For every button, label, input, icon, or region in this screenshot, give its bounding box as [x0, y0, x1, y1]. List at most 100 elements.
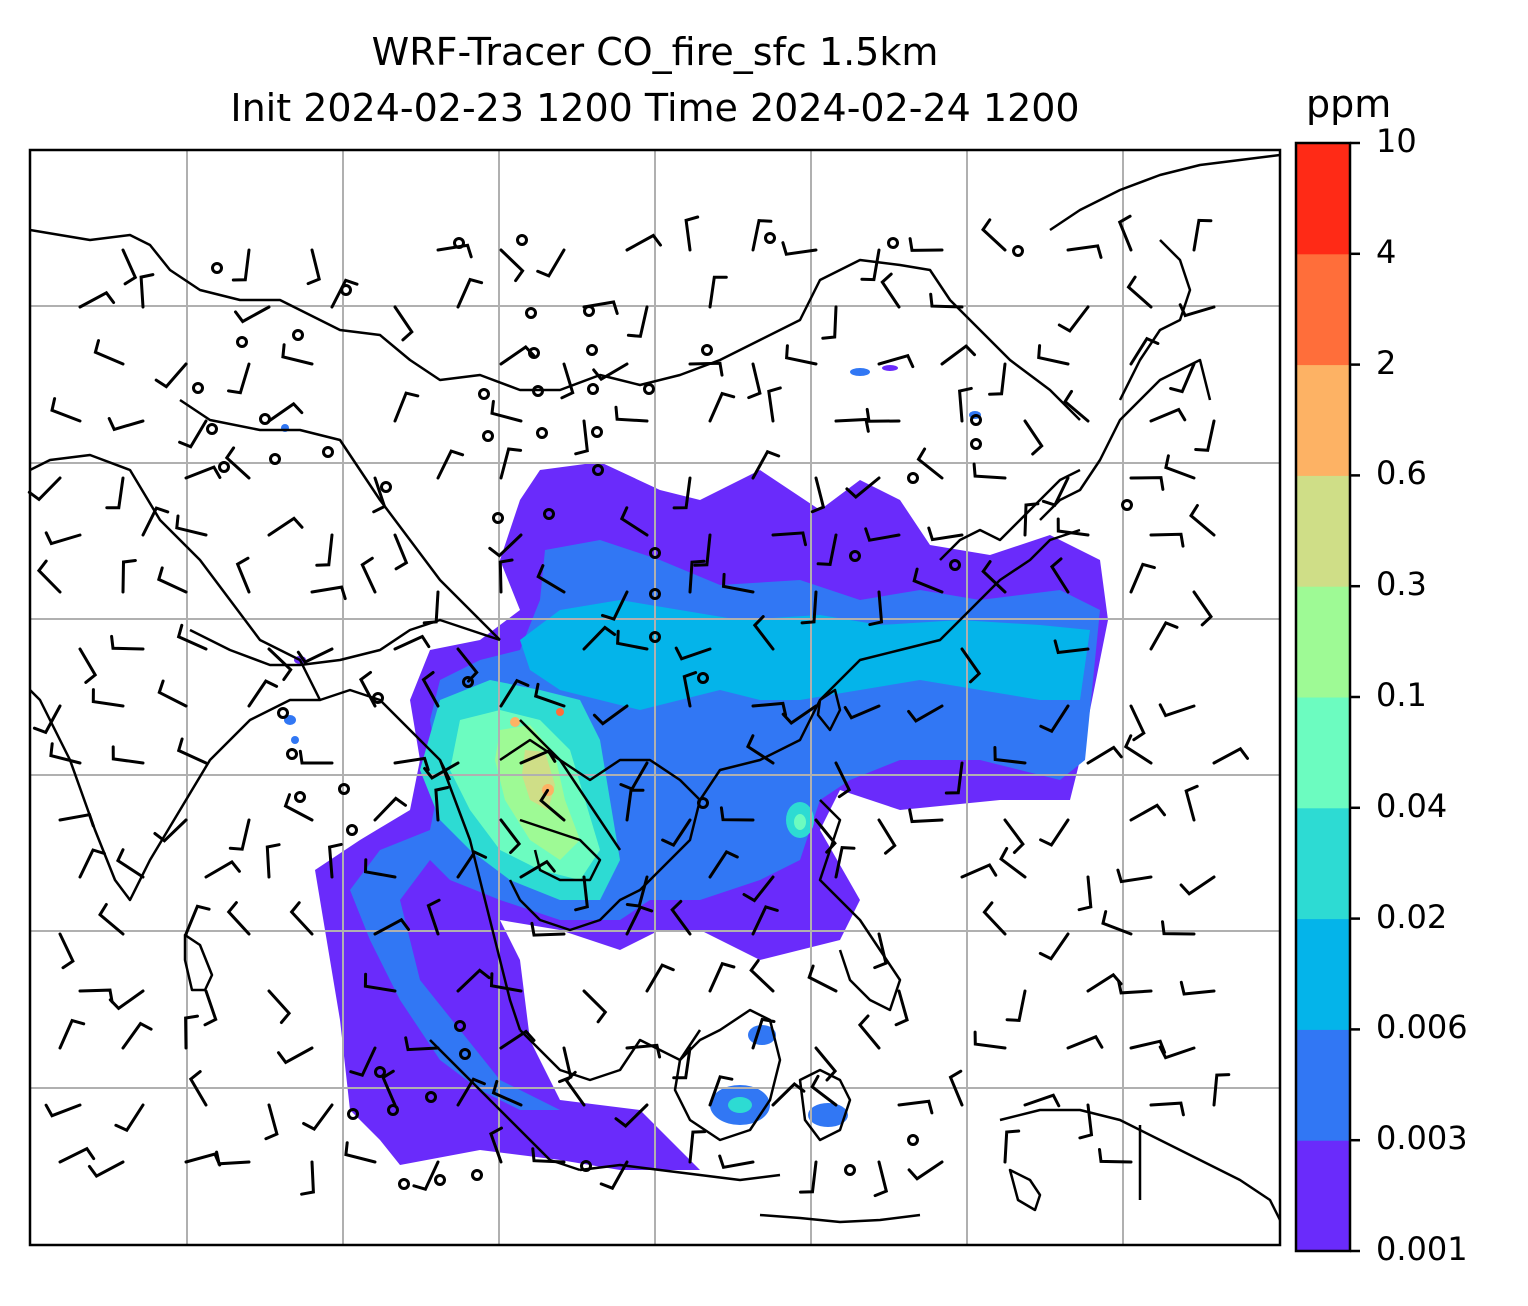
wind-barb — [1169, 362, 1196, 394]
wind-barb — [156, 566, 188, 594]
colorbar-segment — [1296, 1029, 1350, 1141]
coastline-borneo — [673, 1008, 782, 1142]
wind-barb — [1149, 407, 1187, 423]
wind-barb — [231, 248, 251, 282]
wind-barb — [436, 243, 473, 259]
wind-barb — [751, 449, 781, 480]
wind-barb — [98, 903, 125, 936]
wind-barb — [1129, 336, 1160, 366]
wind-barb — [519, 749, 557, 765]
wind-barb — [908, 237, 944, 252]
wind-barb — [1053, 639, 1090, 655]
wind-barb — [519, 859, 556, 879]
calm-wind-marker — [322, 446, 334, 458]
wind-barb — [574, 875, 589, 912]
wind-barb — [1149, 621, 1179, 651]
wind-barb — [625, 788, 645, 822]
coastline-sulawesi — [798, 1068, 852, 1142]
wind-barb — [1039, 818, 1070, 847]
calm-wind-marker — [970, 414, 982, 426]
wind-barb — [489, 1126, 503, 1164]
wind-barb — [121, 559, 137, 594]
wind-barb — [111, 745, 145, 765]
wind-barb — [814, 1046, 838, 1082]
field-band-0.006 — [520, 600, 1090, 710]
wind-barb — [422, 590, 440, 625]
wind-barb — [27, 476, 62, 502]
wind-barb — [226, 901, 251, 936]
wind-barb — [958, 386, 973, 423]
calm-wind-marker — [592, 464, 604, 476]
wind-barb — [688, 1130, 707, 1164]
wind-barb — [1038, 932, 1070, 961]
wind-barb — [1116, 868, 1153, 884]
wind-barb — [1098, 1148, 1133, 1164]
map-title-line1: WRF-Tracer CO_fire_sfc 1.5km — [371, 30, 939, 74]
wind-barb — [1117, 214, 1133, 252]
wind-barb — [121, 1021, 153, 1050]
wind-barb — [670, 899, 692, 936]
wind-barb — [993, 746, 1027, 765]
calm-wind-marker — [532, 385, 544, 397]
wind-barb — [816, 533, 838, 566]
wind-barb — [488, 533, 523, 558]
wind-barb — [960, 863, 998, 879]
calm-wind-marker — [471, 1169, 483, 1181]
colorbar-segment — [1296, 807, 1350, 920]
calm-wind-marker — [591, 426, 603, 438]
colorbar-tick-label: 2 — [1376, 343, 1397, 382]
border-indochina-inner — [519, 818, 602, 882]
colorbar-tick-label: 0.006 — [1376, 1008, 1468, 1047]
calm-wind-marker — [346, 824, 358, 836]
field-band-0.003 — [350, 540, 1100, 1110]
wind-barb — [349, 1046, 377, 1078]
calm-wind-marker — [516, 234, 528, 246]
calm-wind-marker — [459, 1048, 471, 1060]
wind-barb — [434, 786, 450, 822]
wind-barb — [108, 989, 145, 1011]
wind-barb — [489, 972, 523, 993]
wind-barb — [44, 1103, 82, 1118]
wind-barb — [1192, 590, 1213, 627]
calm-wind-marker — [482, 430, 494, 442]
wind-barb — [227, 362, 251, 395]
calm-wind-marker — [434, 1174, 446, 1186]
wind-barb — [1158, 703, 1196, 718]
wind-barb — [747, 362, 762, 400]
wind-barb — [1057, 305, 1090, 333]
wind-barb — [176, 737, 208, 765]
colorbar-tick-label: 0.1 — [1376, 676, 1427, 714]
field-patch — [284, 715, 296, 725]
calm-wind-marker — [236, 336, 248, 348]
wind-barb — [582, 989, 608, 1024]
wind-barb — [1129, 562, 1156, 594]
calm-wind-marker — [907, 472, 919, 484]
wind-barb — [499, 345, 536, 366]
colorbar-segment — [1296, 475, 1350, 587]
calm-wind-marker — [949, 559, 961, 571]
calm-wind-marker — [462, 676, 474, 688]
wind-barb — [625, 1043, 662, 1059]
wind-barb — [267, 989, 292, 1024]
wind-barb — [1003, 1129, 1021, 1164]
gridlines — [30, 150, 1280, 1245]
wind-barb — [721, 572, 755, 594]
wind-barb — [499, 818, 522, 854]
wind-barb — [688, 361, 724, 377]
wind-barb — [625, 233, 662, 252]
wind-barb — [203, 989, 218, 1027]
wind-barb — [771, 531, 807, 547]
map-frame — [28, 148, 1282, 1247]
calm-wind-marker — [701, 344, 713, 356]
wind-barb — [868, 590, 884, 627]
wind-barb — [1161, 920, 1196, 936]
map-area — [30, 150, 1280, 1245]
colorbar-segment — [1296, 253, 1350, 366]
wind-barb — [999, 847, 1027, 879]
wind-barb — [708, 275, 728, 309]
coastline-south-china — [698, 528, 1081, 801]
wind-barb — [877, 818, 897, 855]
map-title-line2: Init 2024-02-23 1200 Time 2024-02-24 120… — [230, 86, 1080, 130]
calm-wind-marker — [192, 382, 204, 394]
wind-barb — [1158, 1045, 1196, 1060]
